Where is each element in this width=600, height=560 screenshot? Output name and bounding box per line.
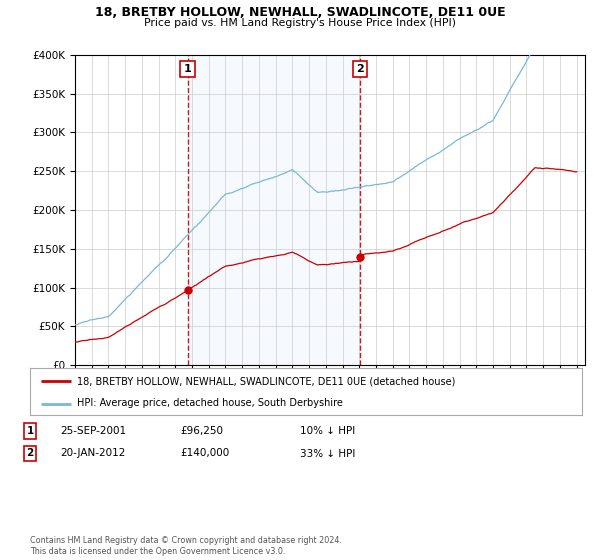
Bar	[188, 55, 360, 365]
Text: Contains HM Land Registry data © Crown copyright and database right 2024.
This d: Contains HM Land Registry data © Crown c…	[30, 536, 342, 556]
Text: 2: 2	[356, 64, 364, 74]
Text: 20-JAN-2012: 20-JAN-2012	[60, 449, 125, 459]
Text: 18, BRETBY HOLLOW, NEWHALL, SWADLINCOTE, DE11 0UE: 18, BRETBY HOLLOW, NEWHALL, SWADLINCOTE,…	[95, 6, 505, 18]
Text: 1: 1	[26, 426, 34, 436]
Text: £96,250: £96,250	[180, 426, 223, 436]
Text: 10% ↓ HPI: 10% ↓ HPI	[300, 426, 355, 436]
Text: £140,000: £140,000	[180, 449, 229, 459]
Text: Price paid vs. HM Land Registry's House Price Index (HPI): Price paid vs. HM Land Registry's House …	[144, 18, 456, 28]
Text: 18, BRETBY HOLLOW, NEWHALL, SWADLINCOTE, DE11 0UE (detached house): 18, BRETBY HOLLOW, NEWHALL, SWADLINCOTE,…	[77, 376, 455, 386]
Text: 25-SEP-2001: 25-SEP-2001	[60, 426, 126, 436]
Text: HPI: Average price, detached house, South Derbyshire: HPI: Average price, detached house, Sout…	[77, 399, 343, 408]
Text: 2: 2	[26, 449, 34, 459]
Text: 1: 1	[184, 64, 191, 74]
Text: 33% ↓ HPI: 33% ↓ HPI	[300, 449, 355, 459]
